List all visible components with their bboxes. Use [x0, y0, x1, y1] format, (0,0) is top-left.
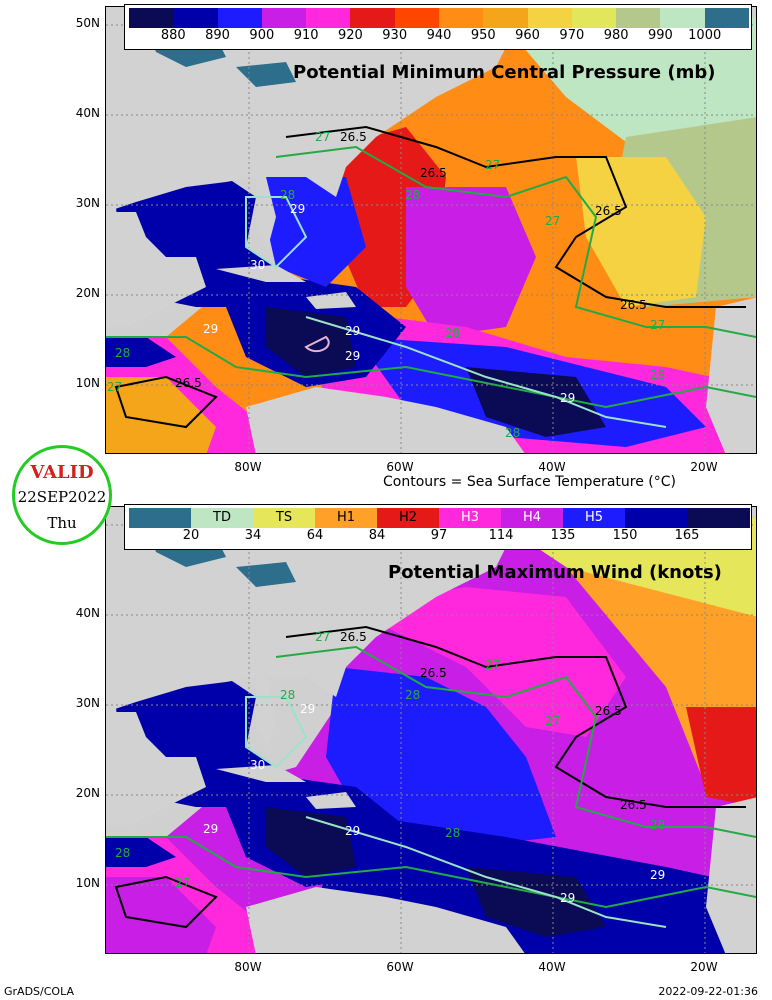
longitude-label: 20W — [690, 460, 718, 474]
wind-colorbar-tick-label: 135 — [550, 528, 576, 543]
latitude-label: 20N — [75, 286, 100, 300]
pressure-colorbar-swatch — [483, 8, 529, 28]
wind-colorbar-tick-label: 114 — [488, 528, 514, 543]
wind-colorbar-swatch — [129, 508, 192, 528]
wind-colorbar: 20 34 64 84 97 114 135 150 165 TD TS H1 H2 H3 H4 H5 — [124, 504, 752, 550]
pressure-colorbar-swatch — [527, 8, 573, 28]
pressure-colorbar-tick-label: 930 — [382, 28, 408, 43]
pressure-colorbar-swatch — [704, 8, 750, 28]
pressure-panel-title: Potential Minimum Central Pressure (mb) — [293, 62, 716, 83]
pressure-colorbar-swatch — [571, 8, 617, 28]
wind-map-svg — [106, 507, 756, 953]
latitude-label: 20N — [75, 786, 100, 800]
wind-colorbar-tick-label: 20 — [182, 528, 200, 543]
pressure-map-svg — [106, 7, 756, 453]
pressure-colorbar-tick-label: 890 — [205, 28, 230, 43]
footer-timestamp: 2022-09-22-01:36 — [658, 985, 758, 998]
valid-date-badge: VALID 22SEP2022 Thu — [12, 445, 112, 545]
valid-label: VALID — [30, 462, 94, 483]
wind-colorbar-category-label: H2 — [398, 510, 418, 525]
pressure-colorbar-tick-label: 910 — [293, 28, 319, 43]
pressure-colorbar-swatch — [350, 8, 396, 28]
latitude-label: 30N — [75, 196, 100, 210]
pressure-colorbar-tick-label: 980 — [603, 28, 629, 43]
pressure-colorbar-tick-label: 970 — [559, 28, 585, 43]
pressure-colorbar-tick-label: 900 — [249, 28, 275, 43]
footer-credit: GrADS/COLA — [4, 985, 74, 998]
longitude-label: 60W — [386, 460, 414, 474]
latitude-label: 30N — [75, 696, 100, 710]
pressure-colorbar-swatch — [261, 8, 307, 28]
wind-map-panel — [105, 506, 757, 954]
pressure-colorbar-swatch — [660, 8, 706, 28]
pressure-colorbar-tick-label: 950 — [470, 28, 496, 43]
wind-colorbar-swatch — [191, 508, 254, 528]
longitude-label: 40W — [538, 960, 566, 974]
latitude-label: 10N — [75, 376, 100, 390]
pressure-colorbar-swatch — [217, 8, 263, 28]
wind-colorbar-category-label: H3 — [460, 510, 480, 525]
wind-colorbar-swatch — [439, 508, 502, 528]
pressure-colorbar-tick-label: 1000 — [688, 28, 722, 43]
longitude-label: 40W — [538, 460, 566, 474]
wind-panel-title: Potential Maximum Wind (knots) — [388, 562, 722, 583]
pressure-colorbar-swatch — [306, 8, 351, 28]
pressure-colorbar-swatch — [129, 8, 174, 28]
latitude-label: 40N — [75, 606, 100, 620]
pressure-colorbar-swatch — [616, 8, 661, 28]
longitude-label: 80W — [234, 460, 262, 474]
pressure-colorbar-tick-label: 990 — [648, 28, 673, 43]
wind-colorbar-category-label: H5 — [584, 510, 604, 525]
wind-colorbar-swatch — [501, 508, 564, 528]
wind-colorbar-swatch — [253, 508, 316, 528]
wind-colorbar-tick-label: 34 — [244, 528, 262, 543]
pressure-map-panel — [105, 6, 757, 454]
longitude-label: 20W — [690, 960, 718, 974]
longitude-label: 60W — [386, 960, 414, 974]
wind-colorbar-category-label: H4 — [522, 510, 542, 525]
wind-colorbar-category-label: TD — [213, 510, 231, 525]
pressure-colorbar: 880 890 900 910 920 930 940 950 960 970 980 990 1000 — [124, 4, 752, 50]
pressure-colorbar-swatch — [173, 8, 219, 28]
pressure-colorbar-swatch — [439, 8, 484, 28]
wind-colorbar-tick-label: 150 — [612, 528, 638, 543]
longitude-label: 80W — [234, 960, 262, 974]
wind-colorbar-tick-label: 64 — [306, 528, 324, 543]
wind-colorbar-tick-label: 84 — [368, 528, 386, 543]
wind-colorbar-swatch — [687, 508, 750, 528]
pressure-colorbar-tick-label: 960 — [515, 28, 540, 43]
wind-colorbar-swatch — [625, 508, 688, 528]
pressure-colorbar-tick-label: 940 — [426, 28, 452, 43]
valid-date: 22SEP2022 — [17, 488, 107, 506]
latitude-label: 40N — [75, 106, 100, 120]
wind-colorbar-swatch — [377, 508, 440, 528]
wind-colorbar-tick-label: 165 — [674, 528, 700, 543]
wind-colorbar-swatch — [315, 508, 378, 528]
valid-day: Thu — [47, 514, 77, 532]
pressure-colorbar-tick-label: 880 — [160, 28, 186, 43]
wind-colorbar-swatch — [563, 508, 626, 528]
wind-colorbar-tick-label: 97 — [430, 528, 448, 543]
pressure-colorbar-tick-label: 920 — [338, 28, 363, 43]
pressure-colorbar-swatch — [394, 8, 440, 28]
wind-colorbar-category-label: TS — [275, 510, 293, 525]
latitude-label: 10N — [75, 876, 100, 890]
latitude-label: 50N — [75, 16, 100, 30]
contour-note: Contours = Sea Surface Temperature (°C) — [383, 474, 676, 490]
wind-colorbar-category-label: H1 — [336, 510, 356, 525]
